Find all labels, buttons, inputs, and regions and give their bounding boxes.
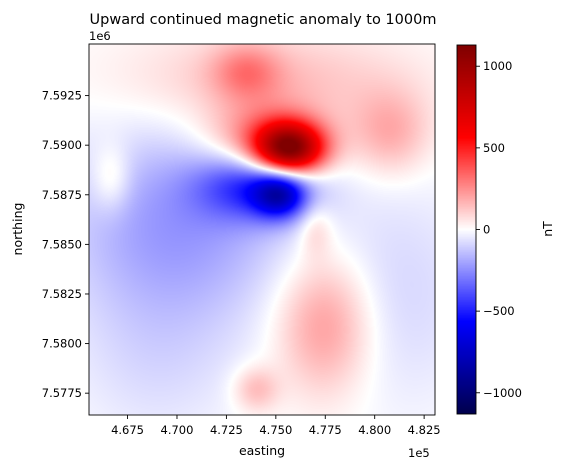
colorbar-foreign	[457, 45, 476, 414]
x-tick-label: 4.675	[111, 423, 144, 437]
x-offset-label: 1e5	[408, 446, 430, 460]
x-tick-label: 4.775	[309, 423, 342, 437]
colorbar-tick-label: 1000	[483, 59, 512, 73]
heatmap-image	[89, 44, 435, 415]
colorbar-tick-label: −500	[483, 304, 515, 318]
colorbar-tick-label: −1000	[483, 386, 522, 400]
y-offset-label: 1e6	[89, 29, 111, 43]
heatmap-foreign	[89, 44, 435, 415]
x-tick-label: 4.700	[161, 423, 194, 437]
colorbar-ticks: 1000 500 0 −500 −1000	[476, 59, 522, 400]
x-tick-label: 4.725	[210, 423, 243, 437]
y-tick-label: 7.5800	[42, 337, 82, 351]
x-tick-label: 4.800	[358, 423, 391, 437]
y-tick-label: 7.5775	[42, 386, 82, 400]
x-tick-label: 4.825	[408, 423, 441, 437]
y-axis-label: northing	[10, 203, 25, 256]
chart-title: Upward continued magnetic anomaly to 100…	[90, 12, 437, 28]
x-axis: 4.675 4.700 4.725 4.750 4.775 4.800 4.825	[111, 415, 441, 437]
colorbar-tick-label: 0	[483, 223, 490, 237]
heatmap-plot-area	[88, 43, 436, 416]
x-axis-label: easting	[239, 443, 285, 458]
colorbar-gradient	[457, 45, 476, 414]
y-tick-label: 7.5925	[42, 89, 82, 103]
y-axis: 7.5775 7.5800 7.5825 7.5850 7.5875 7.5900 7.59…	[42, 89, 89, 400]
y-tick-label: 7.5850	[42, 237, 82, 251]
x-tick-label: 4.750	[259, 423, 292, 437]
y-tick-label: 7.5900	[42, 138, 82, 152]
colorbar-tick-label: 500	[483, 141, 505, 155]
y-tick-label: 7.5875	[42, 188, 82, 202]
plot-frame	[88, 43, 436, 416]
colorbar-label: nT	[540, 221, 555, 237]
y-tick-label: 7.5825	[42, 287, 82, 301]
colorbar: 1000 500 0 −500 −1000 nT	[456, 44, 555, 415]
